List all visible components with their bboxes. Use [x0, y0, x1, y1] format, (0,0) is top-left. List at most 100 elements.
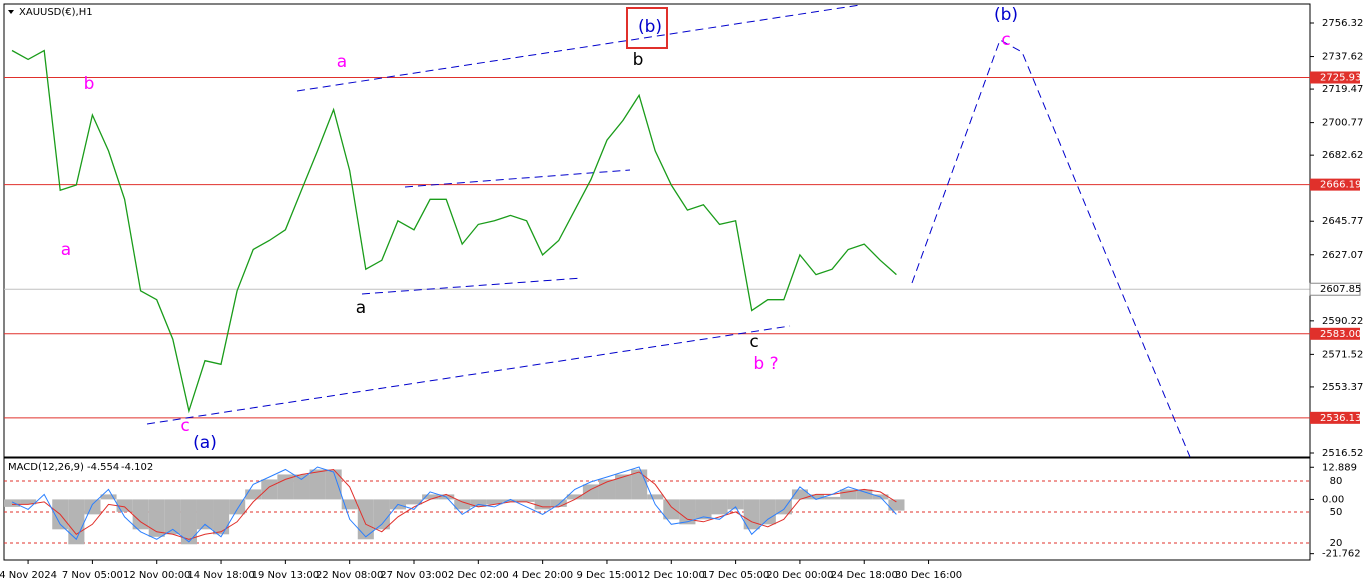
macd-bar	[791, 489, 808, 500]
trend-line	[404, 169, 631, 188]
indicator-tick-label: 12.889	[1322, 462, 1357, 473]
macd-bar	[502, 499, 519, 502]
macd-bar	[132, 499, 149, 530]
macd-bar	[486, 499, 503, 505]
macd-bar	[647, 494, 664, 500]
y-tick-label: 2553.37	[1322, 382, 1363, 393]
macd-bar	[518, 499, 535, 502]
menu-arrow	[8, 10, 14, 14]
macd-bar	[888, 499, 905, 511]
macd-bar	[454, 499, 471, 510]
y-tick-label: 2700.77	[1322, 118, 1363, 129]
indicator-level-label: 20	[1330, 538, 1343, 549]
level-label: 2725.93	[1320, 72, 1361, 83]
current-price-label: 2607.85	[1320, 284, 1361, 295]
trend-line	[296, 4, 861, 92]
macd-bar	[663, 499, 680, 520]
macd-bar	[164, 499, 181, 535]
macd-bar	[309, 469, 326, 500]
macd-bar	[341, 499, 358, 510]
wave-label: b	[633, 50, 644, 70]
level-box	[1310, 327, 1360, 340]
macd-bar	[373, 499, 390, 530]
x-tick-label: 9 Dec 15:00	[577, 570, 638, 581]
macd-bar	[598, 479, 616, 500]
x-tick-label: 20 Dec 00:00	[766, 570, 833, 581]
macd-bar	[116, 499, 133, 512]
macd-bar	[824, 496, 841, 500]
y-tick-label: 2682.62	[1322, 150, 1363, 161]
x-tick-label: 4 Dec 20:00	[512, 570, 573, 581]
indicator-level-label: 80	[1330, 476, 1343, 487]
macd-bar	[261, 479, 278, 500]
level-label: 2583.00	[1320, 329, 1361, 340]
y-tick-label: 2719.47	[1322, 84, 1363, 95]
level-box	[1310, 71, 1360, 84]
chart-title: XAUUSD(€),H1	[19, 7, 93, 18]
macd-bar	[245, 489, 262, 500]
macd-bar	[406, 499, 423, 505]
macd-bar	[711, 499, 728, 515]
indicator-main-value: -4.554	[87, 462, 119, 473]
macd-bar	[550, 499, 567, 507]
macd-bar	[84, 499, 101, 515]
macd-bar	[325, 469, 342, 500]
wave-label: (b)	[994, 5, 1018, 25]
macd-bar	[566, 494, 583, 500]
macd-bar	[229, 499, 246, 515]
indicator-level-label: 50	[1330, 507, 1343, 518]
x-tick-label: 24 Dec 18:00	[831, 570, 898, 581]
fast-line	[11, 466, 897, 543]
y-tick-label: 2590.22	[1322, 316, 1363, 327]
wave-label: a	[61, 240, 71, 260]
x-tick-label: 14 Nov 18:00	[187, 570, 254, 581]
macd-bar	[856, 489, 873, 500]
trend-line	[361, 277, 583, 295]
macd-bar	[293, 474, 310, 500]
price-frame	[3, 3, 1311, 458]
indicator-signal-value: -4.102	[121, 462, 153, 473]
wave-label: c	[180, 416, 189, 436]
macd-bar	[727, 499, 744, 510]
macd-bar	[679, 499, 696, 525]
macd-bar	[534, 499, 551, 510]
indicator-tick-label: -21.762	[1322, 549, 1361, 560]
indicator-tick-label: 0.00	[1322, 494, 1344, 505]
indicator-name: MACD(12,26,9)	[8, 462, 84, 473]
y-tick-label: 2756.32	[1322, 18, 1363, 29]
x-tick-label: 4 Nov 2024	[0, 570, 57, 581]
x-tick-label: 2 Dec 02:00	[448, 570, 509, 581]
macd-bar	[196, 499, 214, 530]
level-label: 2536.13	[1320, 413, 1361, 424]
wave-label: a	[356, 298, 366, 318]
macd-bar	[615, 474, 632, 500]
x-tick-label: 19 Nov 13:00	[252, 570, 319, 581]
macd-bar	[148, 499, 165, 537]
macd-bar	[100, 494, 117, 500]
macd-bar	[422, 494, 439, 500]
macd-bar	[808, 494, 825, 500]
price-line	[11, 49, 897, 414]
x-tick-label: 12 Nov 00:00	[123, 570, 190, 581]
macd-bar	[357, 499, 374, 540]
x-tick-label: 22 Nov 08:00	[316, 570, 383, 581]
trend-line	[146, 325, 791, 425]
macd-bar	[743, 499, 760, 530]
wave-label: a	[337, 52, 347, 72]
x-tick-label: 12 Dec 10:00	[638, 570, 705, 581]
macd-bar	[180, 499, 197, 545]
wave-label: b	[84, 74, 95, 94]
macd-bar	[4, 499, 21, 507]
indicator-frame	[3, 457, 1311, 561]
y-tick-label: 2737.62	[1322, 52, 1363, 63]
signal-line	[12, 468, 897, 540]
highlight-box	[626, 7, 668, 49]
x-tick-label: 7 Nov 05:00	[62, 570, 123, 581]
macd-bar	[582, 484, 599, 500]
macd-bar	[695, 499, 712, 520]
x-tick-label: 27 Nov 03:00	[380, 570, 447, 581]
wave-label: c	[1001, 30, 1010, 50]
level-box	[1310, 178, 1360, 191]
